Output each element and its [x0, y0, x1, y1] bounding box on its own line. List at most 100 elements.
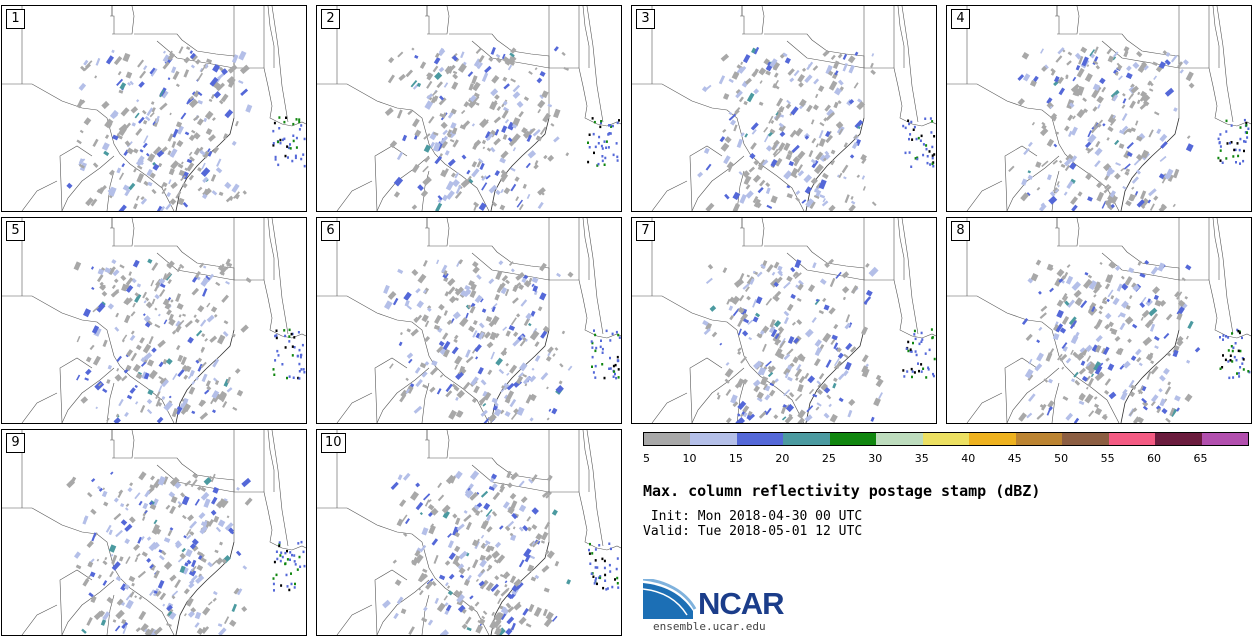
- boundary-line: [336, 145, 430, 211]
- reflectivity-echoes: [1008, 46, 1250, 211]
- boundary-line: [549, 67, 621, 127]
- colorbar-swatch: [1015, 433, 1063, 445]
- reflectivity-map: [632, 6, 936, 211]
- boundary-line: [175, 329, 235, 423]
- reflectivity-echoes: [66, 46, 306, 211]
- colorbar-tick-label: 55: [1100, 452, 1115, 465]
- colorbar-swatch: [736, 433, 784, 445]
- boundary-line: [1178, 218, 1220, 280]
- reflectivity-map: [317, 430, 621, 635]
- boundary-line: [156, 252, 235, 281]
- reflectivity-map: [632, 218, 936, 423]
- boundary-line: [805, 329, 865, 423]
- colorbar-tick-label: 35: [914, 452, 929, 465]
- colorbar-tick-label: 30: [868, 452, 883, 465]
- colorbar-tick-label: 20: [775, 452, 790, 465]
- colorbar-tick-label: 60: [1147, 452, 1162, 465]
- boundary-line: [632, 295, 805, 423]
- member-number-label: 2: [321, 9, 340, 29]
- boundary-line: [901, 6, 919, 123]
- boundary-line: [21, 357, 115, 423]
- boundary-line: [234, 491, 306, 551]
- ensemble-member-panel: 3: [631, 5, 937, 212]
- boundary-line: [966, 6, 1060, 84]
- reflectivity-map: [2, 218, 306, 423]
- boundary-line: [376, 155, 430, 211]
- member-number-label: 8: [951, 221, 970, 241]
- boundary-line: [548, 218, 590, 280]
- boundary-line: [548, 430, 590, 492]
- boundary-line: [111, 6, 235, 118]
- boundary-line: [632, 83, 805, 211]
- boundary-line: [376, 367, 430, 423]
- boundary-line: [549, 279, 621, 339]
- ensemble-member-panel: 10: [316, 429, 622, 636]
- boundary-line: [1101, 40, 1180, 69]
- boundary-line: [1120, 117, 1180, 211]
- boundary-line: [233, 218, 275, 280]
- boundary-line: [691, 155, 745, 211]
- ensemble-member-panel: 8: [946, 217, 1252, 424]
- boundary-line: [966, 218, 1060, 296]
- boundary-line: [1216, 6, 1234, 123]
- boundary-line: [21, 145, 115, 211]
- boundary-line: [317, 83, 490, 211]
- colorbar-tick-label: 40: [961, 452, 976, 465]
- boundary-line: [336, 357, 430, 423]
- colorbar-swatch: [1108, 433, 1156, 445]
- boundary-line: [864, 67, 936, 127]
- boundary-line: [490, 117, 550, 211]
- boundary-line: [651, 218, 745, 296]
- boundary-line: [336, 6, 430, 84]
- reflectivity-echoes: [66, 471, 306, 635]
- colorbar-swatch: [1155, 433, 1202, 445]
- boundary-line: [1179, 67, 1251, 127]
- reflectivity-echoes: [702, 258, 936, 423]
- boundary-line: [1179, 279, 1251, 339]
- reflectivity-map: [947, 6, 1251, 211]
- member-number-label: 5: [6, 221, 25, 241]
- reflectivity-echoes: [1018, 259, 1251, 423]
- ncar-logo-word: NCAR: [698, 586, 785, 621]
- reflectivity-map: [317, 218, 621, 423]
- member-number-label: 1: [6, 9, 25, 29]
- colorbar-swatch: [644, 433, 691, 445]
- ensemble-member-panel: 1: [1, 5, 307, 212]
- reflectivity-echoes: [382, 470, 620, 635]
- boundary-line: [901, 218, 919, 335]
- reflectivity-echoes: [383, 259, 621, 423]
- boundary-line: [21, 430, 115, 508]
- boundary-line: [426, 430, 550, 542]
- colorbar-swatch: [829, 433, 877, 445]
- colorbar-tick-label: 25: [821, 452, 836, 465]
- boundary-line: [549, 491, 621, 551]
- boundary-line: [471, 252, 550, 281]
- colorbar-tick-label: 65: [1193, 452, 1208, 465]
- reflectivity-map: [2, 6, 306, 211]
- boundary-line: [863, 6, 905, 68]
- boundary-line: [1056, 218, 1180, 330]
- boundary-line: [651, 145, 745, 211]
- reflectivity-echoes: [384, 46, 620, 211]
- ncar-logo-icon: [643, 579, 697, 619]
- member-number-label: 6: [321, 221, 340, 241]
- boundary-line: [21, 569, 115, 635]
- boundary-line: [2, 507, 175, 635]
- boundary-line: [2, 83, 175, 211]
- boundary-line: [234, 279, 306, 339]
- valid-time: Valid: Tue 2018-05-01 12 UTC: [643, 524, 863, 539]
- boundary-line: [234, 67, 306, 127]
- boundary-line: [156, 40, 235, 69]
- member-number-label: 10: [321, 433, 346, 453]
- member-number-label: 9: [6, 433, 25, 453]
- figure-title: Max. column reflectivity postage stamp (…: [643, 482, 1041, 500]
- boundary-line: [1178, 6, 1220, 68]
- member-number-label: 4: [951, 9, 970, 29]
- colorbar-swatch: [922, 433, 970, 445]
- boundary-line: [376, 579, 430, 635]
- boundary-line: [317, 507, 490, 635]
- boundary-line: [61, 579, 115, 635]
- boundary-line: [175, 117, 235, 211]
- boundary-line: [586, 430, 604, 547]
- colorbar-swatch: [969, 433, 1016, 445]
